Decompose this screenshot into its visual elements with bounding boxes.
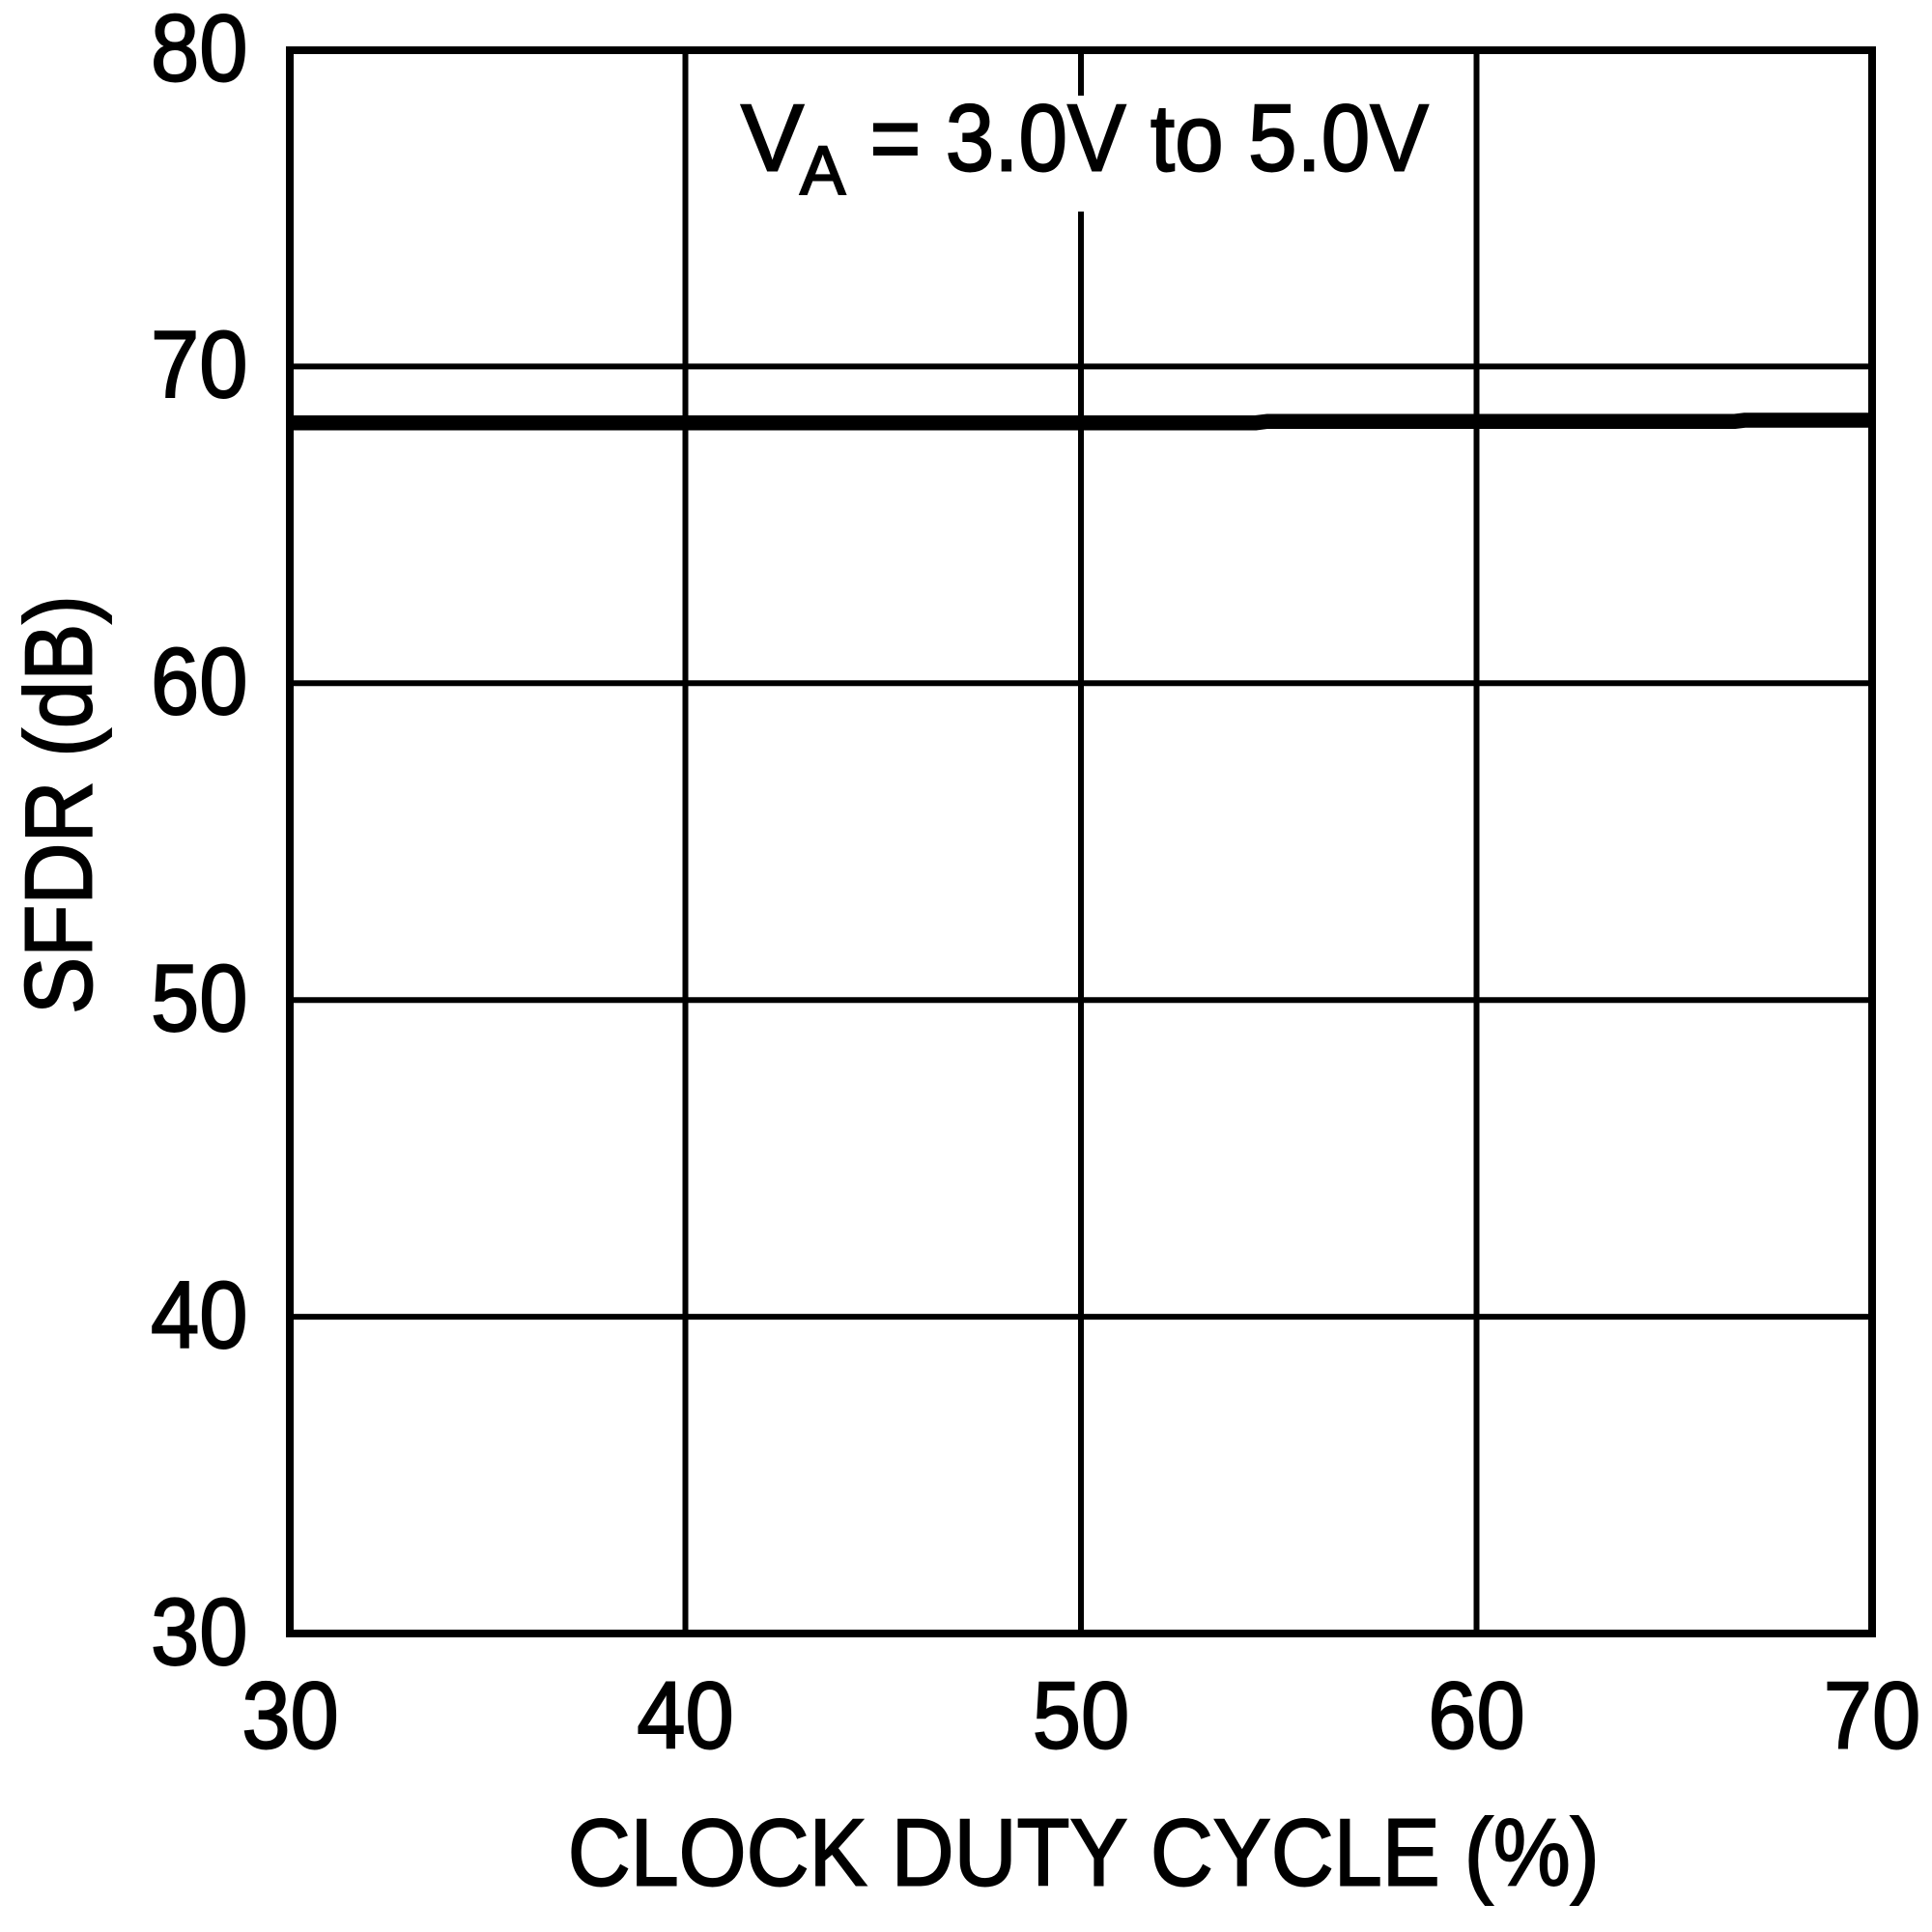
svg-text:A: A (800, 133, 846, 210)
svg-text:30: 30 (151, 1578, 248, 1685)
svg-text:60: 60 (1428, 1662, 1525, 1769)
svg-text:= 3.0V to 5.0V: = 3.0V to 5.0V (869, 84, 1429, 190)
svg-text:40: 40 (151, 1262, 248, 1368)
svg-text:70: 70 (151, 311, 248, 417)
svg-text:80: 80 (151, 0, 248, 100)
svg-text:60: 60 (151, 628, 248, 734)
svg-text:50: 50 (151, 945, 248, 1051)
svg-text:30: 30 (242, 1662, 339, 1769)
svg-text:SFDR (dB): SFDR (dB) (6, 595, 112, 1014)
svg-text:V: V (741, 84, 804, 190)
svg-text:70: 70 (1824, 1662, 1921, 1769)
svg-text:50: 50 (1033, 1662, 1130, 1769)
svg-text:40: 40 (637, 1662, 734, 1769)
svg-text:CLOCK DUTY CYCLE (%): CLOCK DUTY CYCLE (%) (568, 1799, 1600, 1905)
